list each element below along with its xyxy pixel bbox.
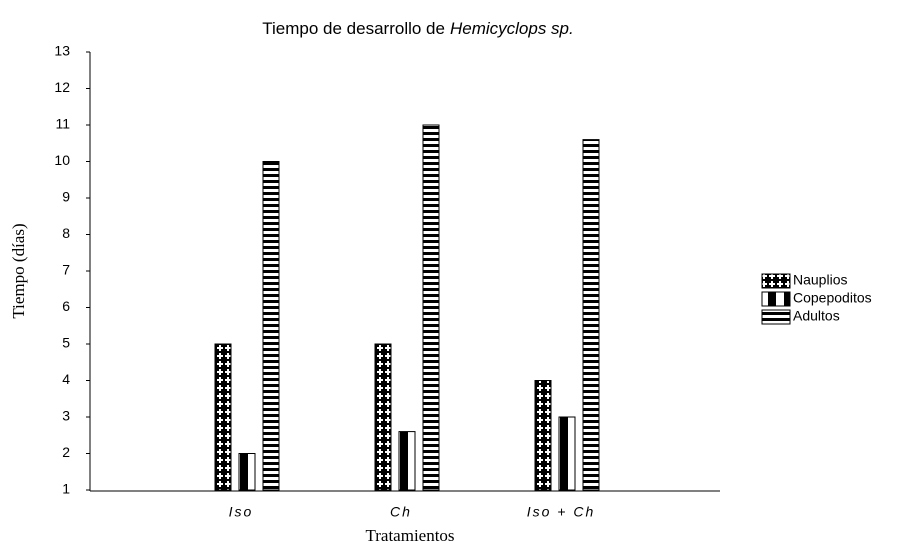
bar	[398, 431, 416, 491]
bar	[262, 161, 280, 491]
y-tick-label: 7	[62, 262, 70, 278]
bar	[214, 343, 232, 491]
bar	[534, 380, 552, 491]
chart-title: Tiempo de desarrollo de Hemicyclops sp.	[262, 19, 573, 38]
x-tick-label: Iso	[229, 504, 254, 520]
legend-swatch	[761, 291, 791, 307]
y-tick-label: 8	[62, 225, 70, 241]
y-tick-label: 6	[62, 298, 70, 314]
bar	[558, 416, 576, 491]
legend-label: Copepoditos	[793, 290, 872, 306]
x-tick-label: Iso + Ch	[527, 504, 596, 520]
title-italic: Hemicyclops sp.	[450, 19, 574, 38]
y-tick-label: 1	[62, 481, 70, 497]
y-tick-label: 3	[62, 408, 70, 424]
legend-swatch	[761, 309, 791, 325]
y-tick-label: 11	[55, 116, 70, 132]
legend-swatch	[761, 273, 791, 289]
y-tick-label: 4	[62, 371, 70, 387]
y-tick-label: 5	[62, 335, 70, 351]
x-tick-label: Ch	[390, 504, 412, 520]
y-tick-label: 12	[54, 79, 70, 95]
y-tick-label: 13	[54, 43, 70, 59]
bar	[238, 453, 256, 491]
x-axis-label: Tratamientos	[365, 526, 454, 545]
legend-label: Nauplios	[793, 272, 847, 288]
y-tick-label: 10	[54, 152, 70, 168]
bar	[374, 343, 392, 491]
title-text: Tiempo de desarrollo de	[262, 19, 445, 38]
bar	[422, 124, 440, 491]
y-axis-label: Tiempo (días)	[9, 223, 28, 318]
bar	[582, 139, 600, 491]
legend-label: Adultos	[793, 308, 840, 324]
y-tick-label: 9	[62, 189, 70, 205]
y-tick-label: 2	[62, 444, 70, 460]
